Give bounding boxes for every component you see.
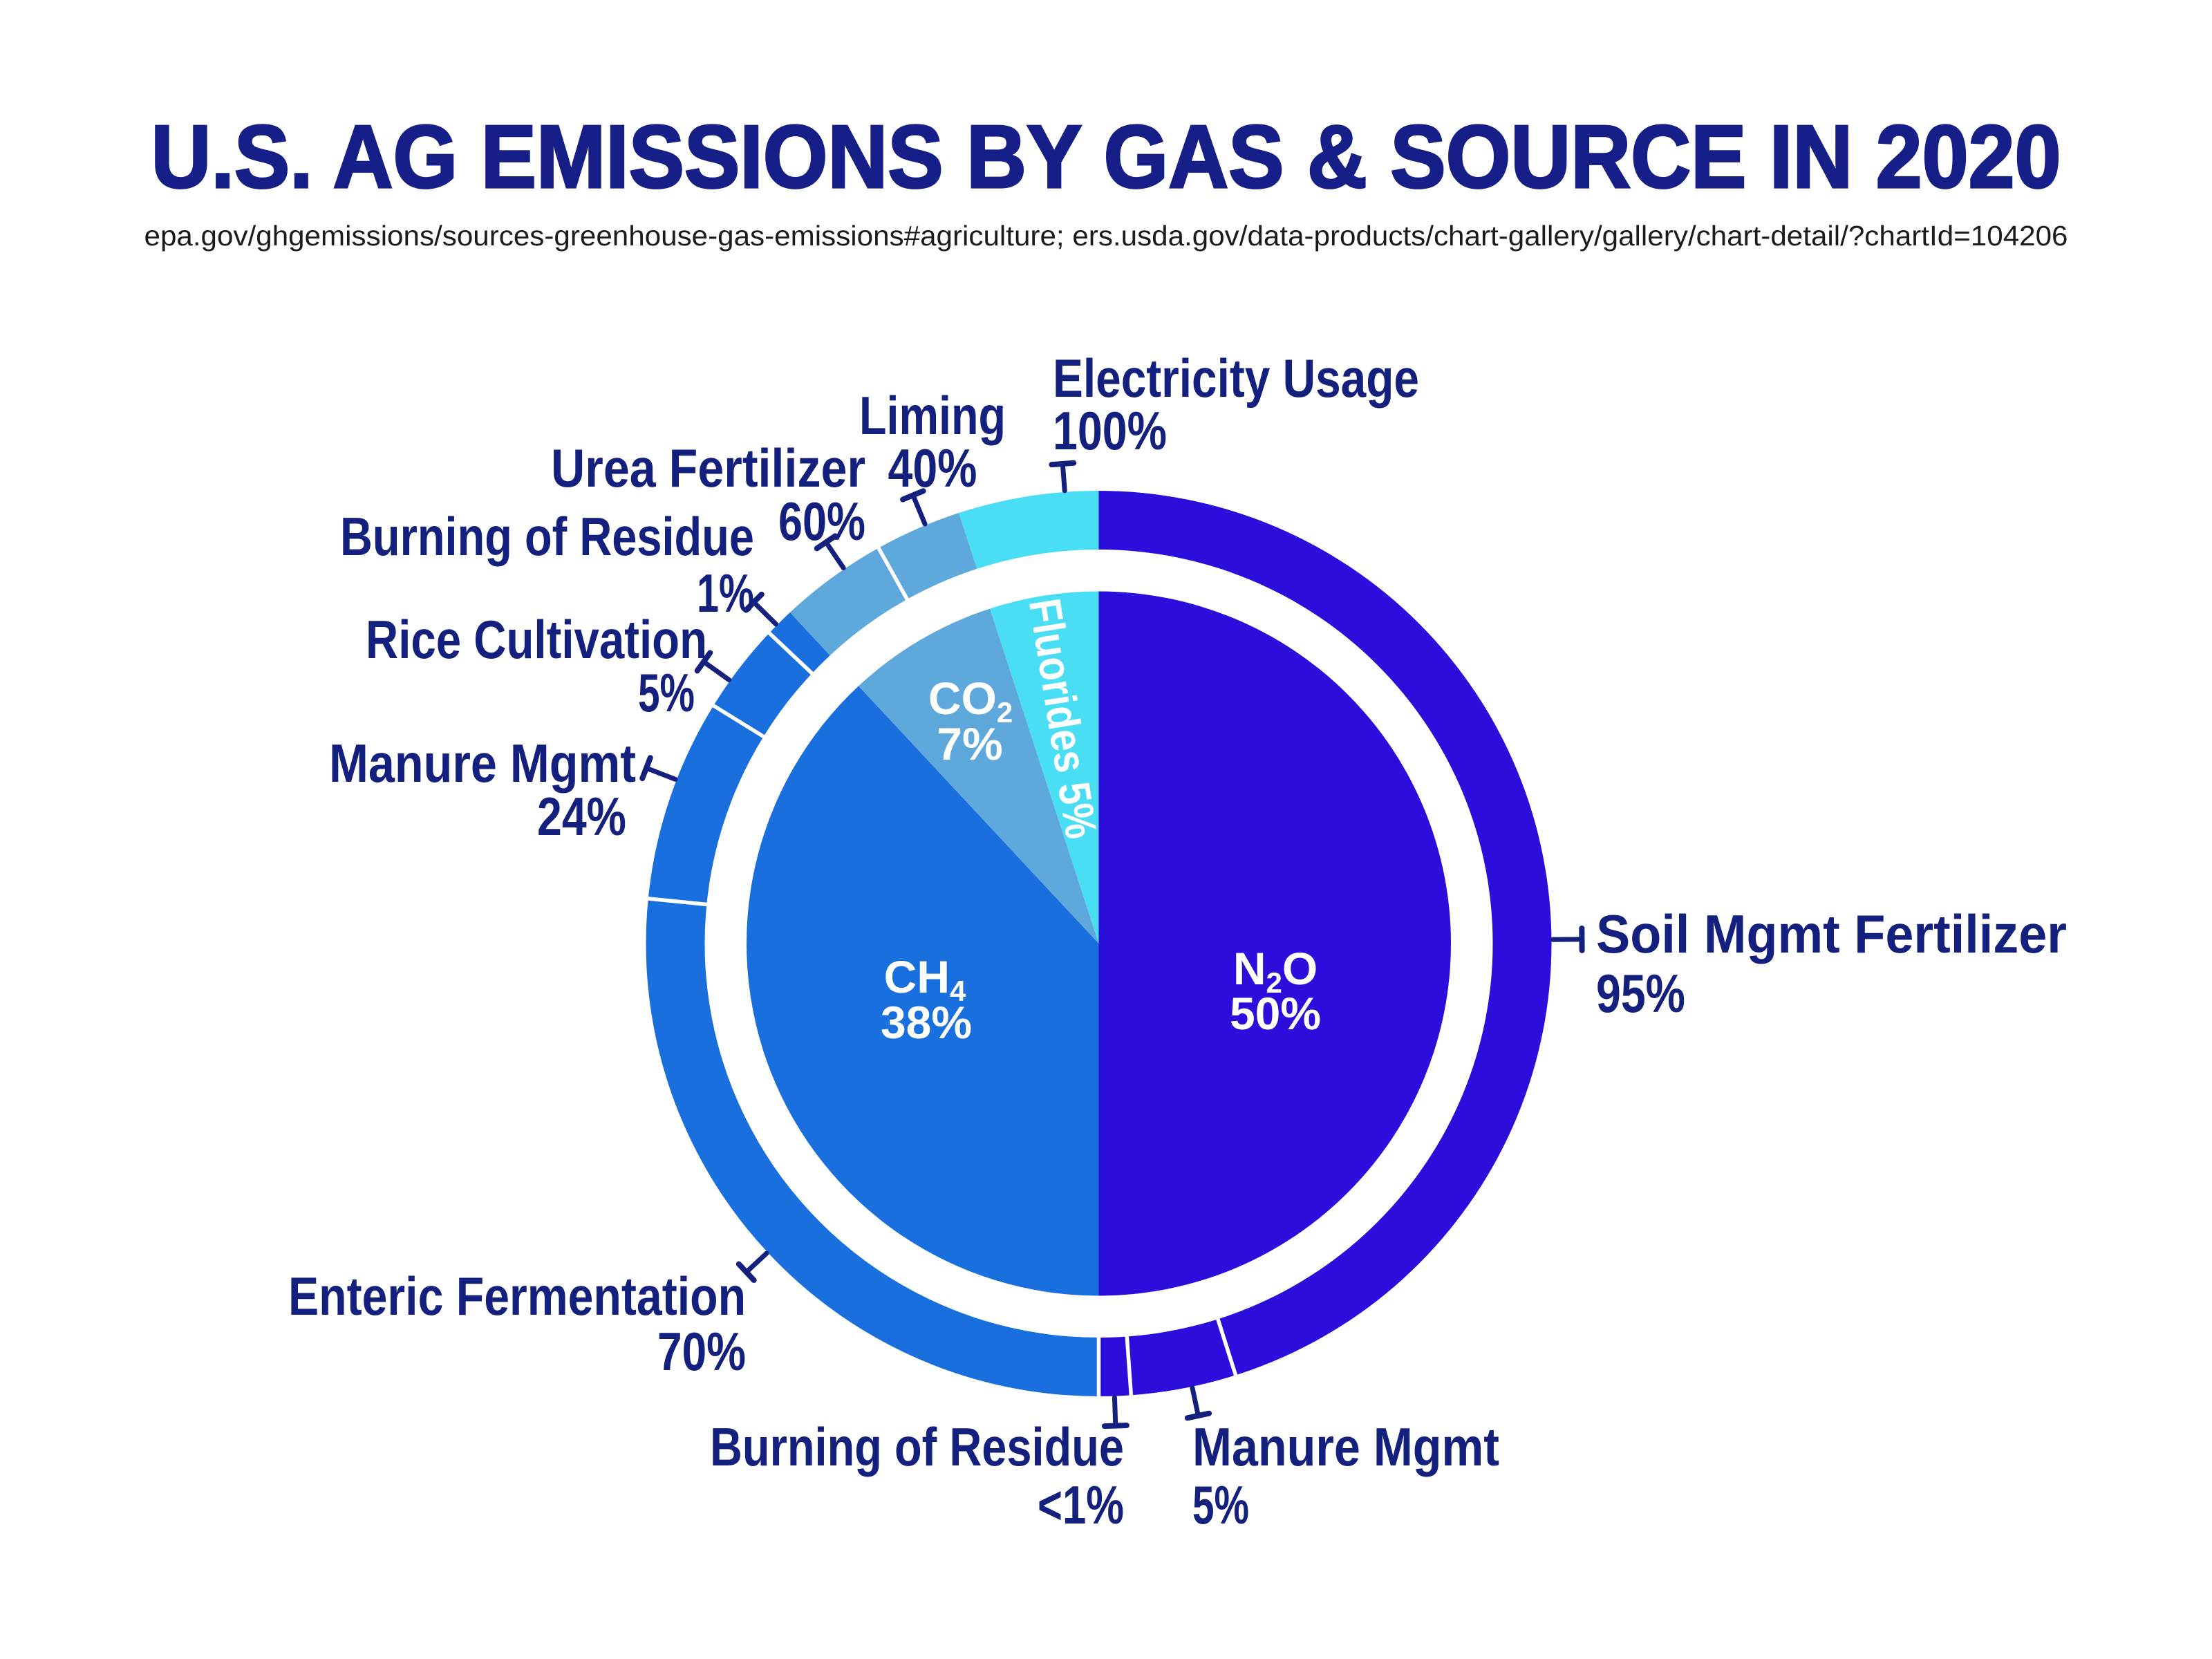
svg-text:U.S. AG EMISSIONS BY GAS & SOU: U.S. AG EMISSIONS BY GAS & SOURCE IN 202… <box>151 107 2061 207</box>
svg-text:5%: 5% <box>1192 1474 1249 1535</box>
svg-text:Burning of Residue: Burning of Residue <box>340 506 754 567</box>
svg-text:Burning of Residue: Burning of Residue <box>710 1416 1124 1477</box>
svg-text:50%: 50% <box>1230 988 1321 1039</box>
svg-text:Enteric Fermentation: Enteric Fermentation <box>288 1266 746 1327</box>
svg-text:Manure Mgmt: Manure Mgmt <box>1192 1416 1499 1477</box>
svg-text:Soil Mgmt Fertilizer: Soil Mgmt Fertilizer <box>1596 903 2067 964</box>
svg-text:40%: 40% <box>888 438 977 498</box>
svg-text:1%: 1% <box>697 563 754 624</box>
svg-text:100%: 100% <box>1053 400 1167 461</box>
svg-text:<1%: <1% <box>1038 1474 1124 1535</box>
svg-text:95%: 95% <box>1596 963 1685 1024</box>
svg-text:Manure Mgmt: Manure Mgmt <box>329 733 636 794</box>
svg-text:Liming: Liming <box>859 385 1006 446</box>
svg-text:38%: 38% <box>881 997 972 1048</box>
svg-text:7%: 7% <box>937 718 1002 769</box>
svg-text:epa.gov/ghgemissions/sources-g: epa.gov/ghgemissions/sources-greenhouse-… <box>144 220 2068 252</box>
svg-text:70%: 70% <box>657 1321 746 1382</box>
svg-text:24%: 24% <box>537 786 626 847</box>
svg-text:60%: 60% <box>778 491 865 552</box>
svg-text:Electricity Usage: Electricity Usage <box>1053 348 1419 409</box>
svg-text:Rice Cultivation: Rice Cultivation <box>366 609 707 670</box>
svg-text:5%: 5% <box>638 662 695 723</box>
svg-text:Urea Fertilizer: Urea Fertilizer <box>551 438 865 498</box>
